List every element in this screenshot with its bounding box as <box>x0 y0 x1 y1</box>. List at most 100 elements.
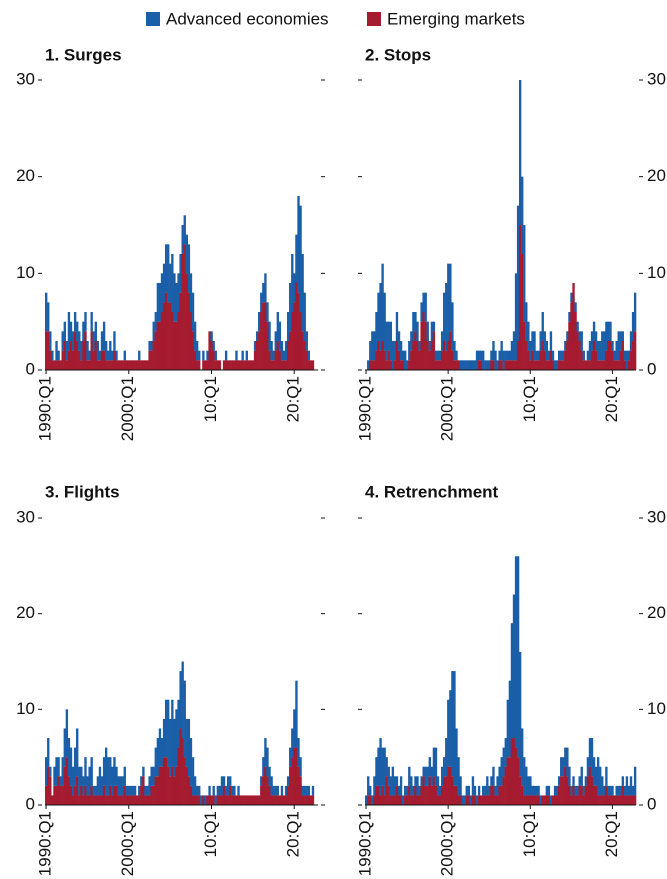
bar <box>514 556 518 748</box>
bar <box>119 360 122 370</box>
bar <box>164 244 168 293</box>
bar <box>397 331 401 351</box>
bar <box>512 738 516 805</box>
bar <box>214 360 217 370</box>
bar <box>274 785 277 796</box>
bar <box>177 312 180 370</box>
bar <box>545 795 549 805</box>
bar <box>570 302 573 370</box>
bar <box>408 785 411 805</box>
bar <box>284 785 288 796</box>
bar <box>615 785 618 796</box>
bar <box>76 321 79 341</box>
bar <box>572 283 575 370</box>
bar <box>245 350 248 361</box>
bar <box>150 341 153 351</box>
bar <box>533 360 536 370</box>
bar <box>373 360 376 370</box>
bar <box>187 292 191 370</box>
bar <box>418 795 421 805</box>
bar <box>107 795 110 805</box>
bar <box>428 757 431 777</box>
bar <box>181 738 184 805</box>
bar <box>262 302 265 370</box>
bar <box>621 776 624 786</box>
bar <box>305 331 308 351</box>
bar <box>80 766 83 786</box>
bar <box>291 312 294 370</box>
bar <box>399 795 403 805</box>
bar <box>510 360 514 370</box>
bar <box>516 556 520 758</box>
bar <box>377 785 380 805</box>
bar <box>303 795 306 805</box>
bar <box>289 331 292 370</box>
bar <box>621 341 624 370</box>
bar <box>375 785 378 805</box>
bar <box>381 785 384 805</box>
bar <box>51 795 54 805</box>
bar <box>566 776 569 805</box>
bar <box>264 302 267 370</box>
bar <box>156 283 160 322</box>
bar <box>220 795 224 805</box>
bar <box>218 785 222 796</box>
bar <box>406 360 409 370</box>
bar <box>158 766 162 805</box>
bar <box>504 360 507 370</box>
bar <box>177 699 180 748</box>
bar <box>100 350 104 370</box>
bar <box>457 795 460 805</box>
bar <box>621 785 624 805</box>
bar <box>459 776 462 796</box>
bar <box>208 785 211 796</box>
bar <box>270 795 273 805</box>
bar <box>117 776 120 796</box>
bar <box>420 785 423 805</box>
bar <box>574 302 577 312</box>
bar <box>278 795 282 805</box>
bar <box>381 747 384 786</box>
bar <box>584 360 588 370</box>
bar <box>576 785 579 796</box>
bar <box>383 292 386 351</box>
bar <box>457 360 460 370</box>
bar <box>156 776 160 805</box>
bar <box>531 331 534 351</box>
bar <box>603 360 606 370</box>
bar <box>57 350 60 361</box>
bar <box>289 283 292 332</box>
bar <box>173 718 176 777</box>
bar <box>286 341 290 370</box>
bar <box>408 766 411 786</box>
bar <box>607 785 610 796</box>
bar <box>150 785 153 805</box>
bar <box>418 341 421 351</box>
bar <box>86 360 89 370</box>
bar <box>410 350 413 370</box>
bar <box>295 234 298 283</box>
bar <box>71 795 75 805</box>
bar <box>420 776 423 786</box>
bar <box>504 738 507 767</box>
bar <box>434 785 438 805</box>
bar <box>67 776 71 805</box>
bar <box>605 350 608 370</box>
x-tick-label: 20:Q1 <box>602 811 621 857</box>
bar <box>73 312 77 332</box>
bar <box>588 341 592 361</box>
bar <box>193 321 197 351</box>
bar <box>127 795 131 805</box>
bar <box>475 350 479 370</box>
bar <box>227 360 230 370</box>
bar <box>594 785 598 805</box>
bar <box>397 350 401 370</box>
bar <box>169 263 172 303</box>
bar <box>239 795 242 805</box>
bar <box>455 785 458 805</box>
bar <box>631 341 635 370</box>
bar <box>247 795 251 805</box>
bar <box>268 321 271 351</box>
bar <box>631 312 635 341</box>
bar <box>76 341 79 370</box>
